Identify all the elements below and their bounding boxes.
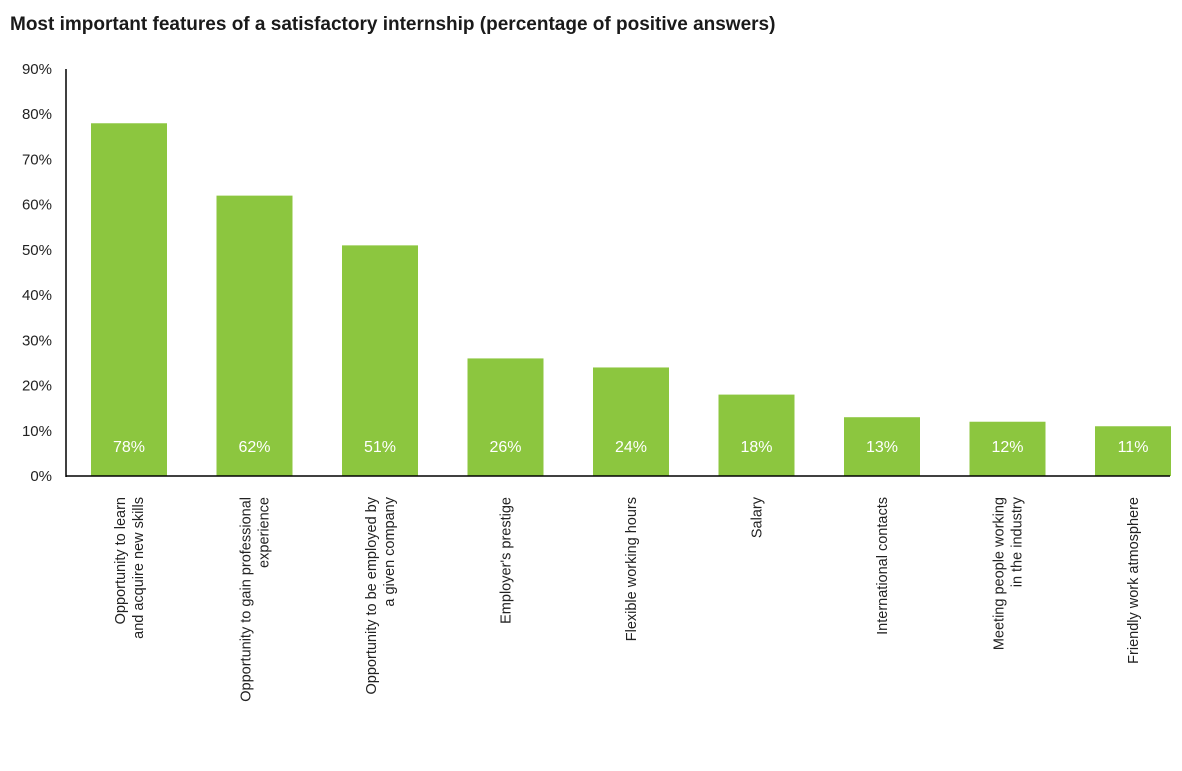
category-label: Opportunity to be employed by a given com… [364,496,398,694]
category-label-line: in the industry [1010,496,1026,587]
data-label: 26% [489,439,521,456]
data-label: 11% [1118,439,1149,456]
category-label-line: Friendly work atmosphere [1126,497,1142,664]
data-label: 62% [238,439,270,456]
data-label: 13% [866,439,898,456]
category-label-line: a given company [382,496,398,606]
category-label: Opportunity to learn and acquire new skil… [113,497,147,639]
y-tick-label: 60% [22,197,52,214]
bar [593,367,669,476]
data-label: 18% [740,439,772,456]
category-label: International contacts [875,497,891,635]
y-tick-label: 30% [22,332,52,349]
category-label: Opportunity to gain professional experien… [239,497,273,702]
bar [969,421,1046,476]
category-label: Employer's prestige [499,497,515,624]
category-label-line: experience [257,497,273,568]
category-label-line: Flexible working hours [624,497,640,641]
category-label: Friendly work atmosphere [1126,497,1142,664]
category-label-line: Opportunity to be employed by [364,496,380,694]
category-label-line: Opportunity to learn [113,497,129,624]
y-tick-label: 70% [22,151,52,168]
y-tick-label: 0% [30,468,52,485]
category-label-line: Salary [750,496,766,538]
category-label-line: Opportunity to gain professional [239,497,255,702]
y-tick-label: 90% [22,61,52,78]
chart-title: Most important features of a satisfactor… [10,14,776,35]
y-tick-label: 20% [22,378,52,395]
y-tick-label: 40% [22,287,52,304]
category-label-line: Employer's prestige [499,497,515,624]
category-label: Meeting people working in the industry [992,496,1026,650]
bar [467,358,544,476]
bar [91,123,167,477]
data-label: 51% [364,439,396,456]
y-tick-label: 10% [22,423,52,440]
y-tick-label: 50% [22,242,52,259]
data-label: 24% [615,439,647,456]
bar [718,394,795,476]
category-label-line: International contacts [875,497,891,635]
bar [216,195,293,476]
category-label: Flexible working hours [624,497,640,641]
data-label: 78% [113,439,145,456]
bar [342,245,418,476]
category-label: Salary [750,496,766,538]
y-tick-label: 80% [22,106,52,123]
bar [844,417,920,476]
category-label-line: Meeting people working [992,497,1008,650]
bar [1095,426,1171,476]
data-label: 12% [991,439,1023,456]
category-label-line: and acquire new skills [131,497,147,639]
